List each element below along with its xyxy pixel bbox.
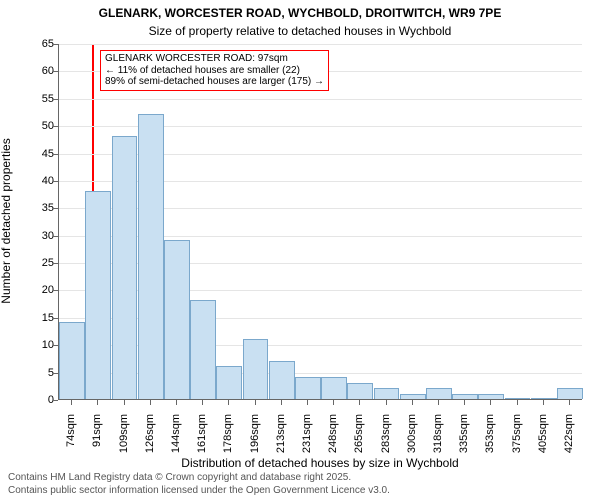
histogram-bar [85,191,111,399]
y-tick-label: 45 [32,148,54,160]
x-tick-mark [464,400,465,405]
histogram-bar [295,377,321,399]
plot-area [58,44,582,400]
gridline [59,44,582,45]
y-tick-label: 20 [32,284,54,296]
chart-title-main: GLENARK, WORCESTER ROAD, WYCHBOLD, DROIT… [0,6,600,20]
x-tick-mark [333,400,334,405]
y-tick-mark [53,181,58,182]
y-tick-label: 10 [32,339,54,351]
x-tick-mark [386,400,387,405]
histogram-bar [452,394,478,399]
histogram-bar [478,394,504,399]
x-tick-mark [543,400,544,405]
x-tick-mark [150,400,151,405]
histogram-bar [426,388,452,399]
x-tick-mark [359,400,360,405]
histogram-bar [400,394,426,399]
histogram-bar [269,361,295,399]
x-tick-mark [228,400,229,405]
y-tick-mark [53,373,58,374]
y-tick-mark [53,71,58,72]
chart-container: GLENARK, WORCESTER ROAD, WYCHBOLD, DROIT… [0,0,600,500]
gridline [59,99,582,100]
x-axis-label: Distribution of detached houses by size … [58,456,582,470]
x-tick-mark [281,400,282,405]
y-axis-label: Number of detached properties [0,121,13,321]
annotation-line-1: GLENARK WORCESTER ROAD: 97sqm [105,53,324,65]
histogram-bar [216,366,242,399]
histogram-bar [531,398,557,399]
histogram-bar [164,240,190,399]
x-tick-mark [517,400,518,405]
y-tick-mark [53,208,58,209]
y-tick-mark [53,236,58,237]
y-tick-label: 65 [32,38,54,50]
y-tick-mark [53,99,58,100]
histogram-bar [557,388,583,399]
histogram-bar [243,339,269,399]
x-tick-mark [124,400,125,405]
y-tick-label: 35 [32,202,54,214]
y-tick-mark [53,126,58,127]
x-tick-mark [97,400,98,405]
y-tick-label: 15 [32,312,54,324]
y-tick-mark [53,290,58,291]
y-tick-mark [53,44,58,45]
y-tick-label: 5 [32,367,54,379]
x-tick-mark [490,400,491,405]
x-tick-mark [202,400,203,405]
annotation-line-3: 89% of semi-detached houses are larger (… [105,76,324,88]
histogram-bar [374,388,400,399]
y-tick-label: 30 [32,230,54,242]
histogram-bar [347,383,373,399]
y-tick-mark [53,263,58,264]
y-tick-mark [53,318,58,319]
x-tick-mark [307,400,308,405]
chart-title-sub: Size of property relative to detached ho… [0,24,600,38]
x-tick-mark [438,400,439,405]
histogram-bar [59,322,85,399]
x-tick-mark [412,400,413,405]
annotation-box: GLENARK WORCESTER ROAD: 97sqm ← 11% of d… [100,50,329,91]
histogram-bar [112,136,138,399]
histogram-bar [321,377,347,399]
x-tick-mark [255,400,256,405]
footer-line-2: Contains public sector information licen… [8,485,390,496]
y-tick-label: 50 [32,120,54,132]
histogram-bar [138,114,164,399]
x-tick-mark [71,400,72,405]
y-tick-label: 55 [32,93,54,105]
histogram-bar [190,300,216,399]
y-tick-mark [53,345,58,346]
y-tick-label: 0 [32,394,54,406]
histogram-bar [505,398,531,399]
x-tick-mark [176,400,177,405]
annotation-line-2: ← 11% of detached houses are smaller (22… [105,65,324,77]
footer-line-1: Contains HM Land Registry data © Crown c… [8,472,351,483]
y-tick-label: 25 [32,257,54,269]
y-tick-mark [53,154,58,155]
y-tick-label: 60 [32,65,54,77]
y-tick-mark [53,400,58,401]
y-tick-label: 40 [32,175,54,187]
x-tick-mark [569,400,570,405]
